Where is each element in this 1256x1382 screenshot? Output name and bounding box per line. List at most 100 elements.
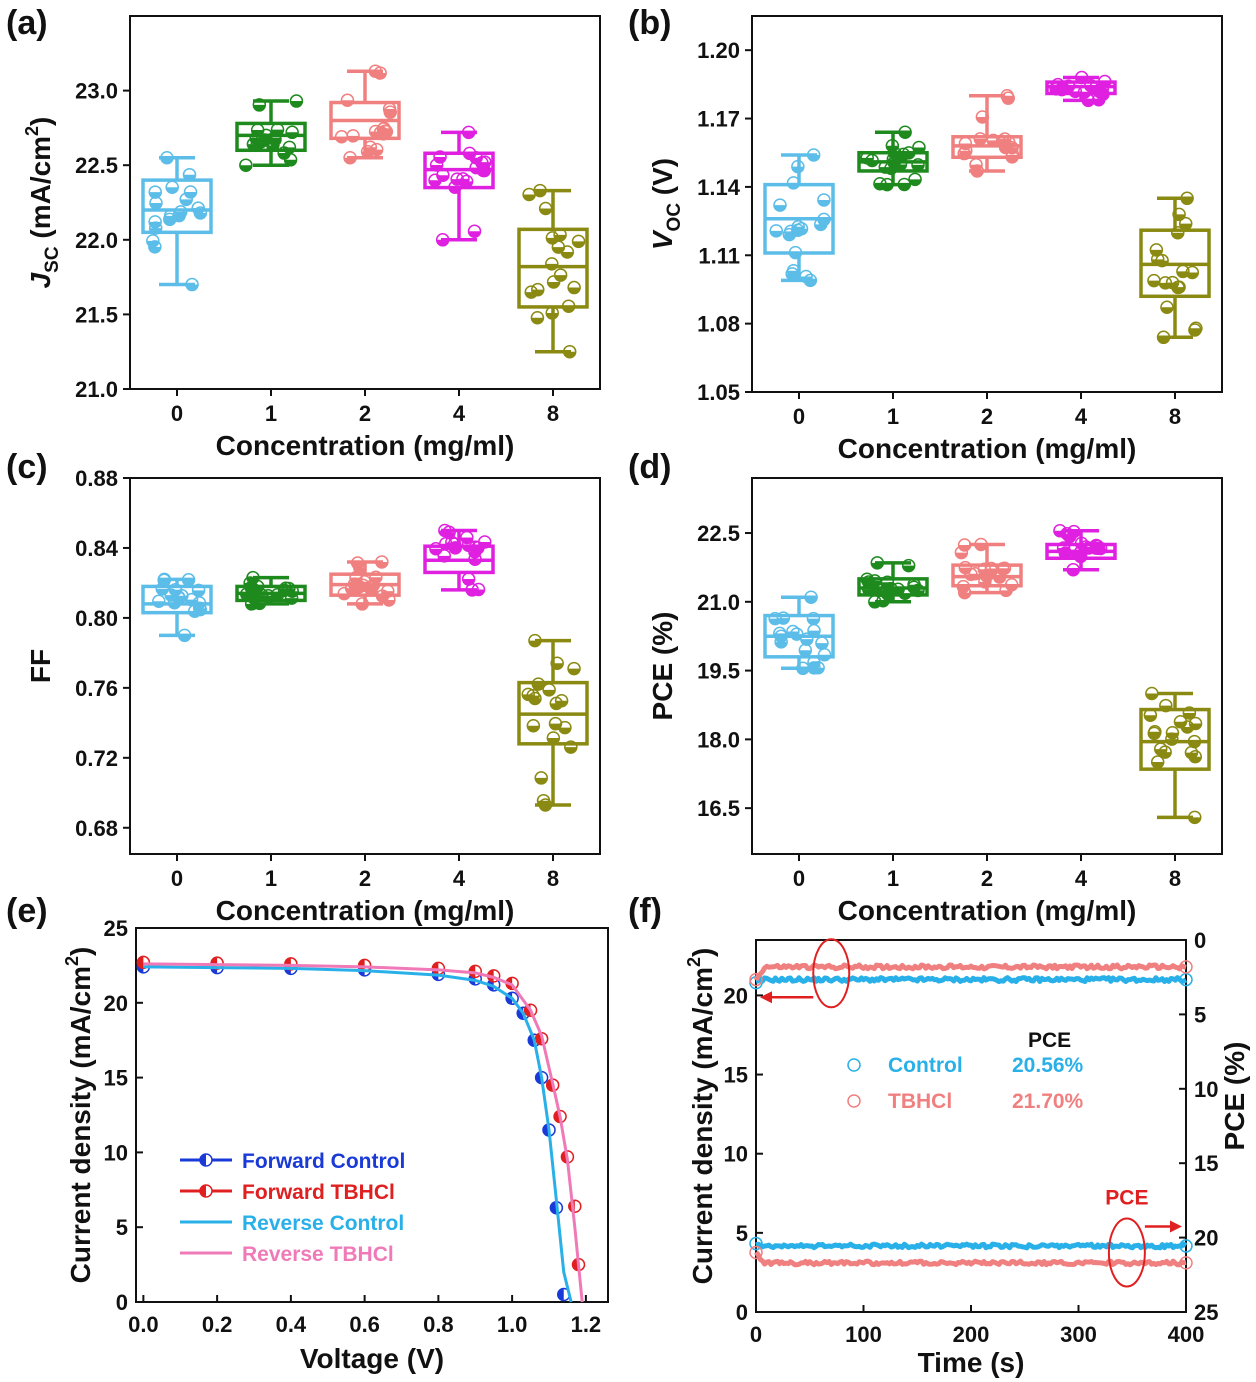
legend-marker — [847, 1094, 861, 1108]
data-point-fill — [1189, 328, 1202, 335]
data-point-fill — [180, 199, 193, 206]
data-point-fill — [166, 187, 179, 194]
data-point-fill — [871, 562, 884, 569]
pce-annotation: PCE — [1105, 1186, 1148, 1209]
data-point-fill — [174, 211, 187, 218]
data-point-fill — [271, 594, 284, 601]
x-tick-label: 1 — [265, 401, 277, 426]
data-point-fill — [1091, 546, 1104, 553]
y-tick-label: 1.17 — [697, 107, 740, 132]
data-point — [749, 972, 763, 987]
series-control-left — [749, 972, 1193, 990]
data-point-fill — [449, 547, 462, 554]
legend: Forward Control Forward TBHCl Reverse Cont… — [180, 1150, 405, 1266]
data-point-fill — [1002, 98, 1015, 105]
x-tick-label: 4 — [453, 401, 466, 426]
x-tick-label: 8 — [1169, 404, 1181, 429]
annotations: PCE — [760, 938, 1182, 1288]
y-tick-label: 1.05 — [697, 380, 740, 405]
data-point-fill — [283, 147, 296, 154]
data-point-fill — [998, 568, 1011, 575]
data-point-fill — [345, 588, 358, 595]
x-tick-label: 0 — [793, 404, 805, 429]
y-tick-label: 21.0 — [697, 590, 740, 615]
data-point-fill — [807, 667, 820, 674]
data-point-fill — [378, 131, 391, 138]
data-point-fill — [1179, 223, 1192, 230]
data-point-fill — [527, 695, 540, 702]
plot-frame — [129, 477, 601, 855]
y-tick-label: 1.20 — [697, 38, 740, 63]
data-point-fill — [1145, 693, 1158, 700]
data-point-fill — [534, 190, 547, 197]
data-point-fill — [964, 574, 977, 581]
data-point-fill — [149, 203, 162, 210]
data-point-fill — [908, 584, 921, 591]
box-8 — [1139, 191, 1211, 345]
box-iqr — [141, 178, 213, 235]
data-point-fill — [552, 247, 565, 254]
data-point-fill — [980, 576, 993, 583]
data-point-fill — [1151, 259, 1164, 266]
data-point-fill — [773, 205, 786, 212]
legend-value: 21.70% — [1012, 1090, 1084, 1113]
data-point-fill — [165, 595, 178, 602]
y-tick-label: 5 — [116, 1215, 128, 1240]
x-tick-label: 2 — [359, 401, 371, 426]
x-axis-label: Concentration (mg/ml) — [838, 433, 1137, 464]
y-tick-label: 1.08 — [697, 312, 740, 337]
x-tick-label: 1.0 — [497, 1312, 528, 1337]
data-point-fill — [786, 631, 799, 638]
data-point-fill — [1092, 99, 1105, 106]
legend-label: TBHCl — [888, 1090, 952, 1113]
x-axis-label: Concentration (mg/ml) — [838, 895, 1137, 926]
data-point-fill — [290, 101, 303, 108]
data-point-fill — [1075, 543, 1088, 550]
panel-label: (c) — [6, 448, 48, 486]
data-point-fill — [572, 241, 585, 248]
data-point-fill — [268, 137, 281, 144]
data-point-fill — [443, 532, 456, 539]
data-point-fill — [251, 130, 264, 137]
data-point — [749, 1245, 763, 1260]
data-point-fill — [146, 240, 159, 247]
data-point-fill — [958, 592, 971, 599]
data-point-fill — [436, 239, 449, 246]
data-point-fill — [817, 199, 830, 206]
box-1 — [235, 570, 307, 611]
y-tick-label: 18.0 — [697, 727, 740, 752]
data-point-fill — [818, 654, 831, 661]
box-0 — [141, 572, 213, 643]
data-point-fill — [562, 306, 575, 313]
legend: PCE Control 20.56% TBHCl 21.70% — [847, 1029, 1084, 1113]
data-point-fill — [247, 144, 260, 151]
data-point-fill — [164, 215, 177, 222]
panel-b: 1.05 1.08 1.11 1.14 1.17 1.20 0 1 2 4 8 Concentrati… — [628, 4, 1223, 464]
series-trace — [754, 1250, 1187, 1268]
x-tick-label: 0.2 — [202, 1312, 233, 1337]
panel-d: 16.5 18.0 19.5 21.0 22.5 0 1 2 4 8 Concentration (… — [628, 448, 1223, 926]
highlight-ellipse — [812, 938, 851, 1009]
series-trace — [753, 962, 1187, 982]
data-point-fill — [769, 618, 782, 625]
data-point-fill — [974, 138, 987, 145]
data-point-fill — [1185, 752, 1198, 759]
box-8 — [1139, 686, 1211, 825]
data-point-fill — [770, 230, 783, 237]
series-line — [143, 962, 584, 1303]
box-iqr — [141, 584, 213, 615]
x-tick-label: 2 — [359, 866, 371, 891]
data-point-fill — [546, 312, 559, 319]
data-point-fill — [178, 635, 191, 642]
data-point-fill — [791, 166, 804, 173]
data-point-fill — [1082, 100, 1095, 107]
data-point-fill — [564, 747, 577, 754]
data-point-fill — [1078, 92, 1091, 99]
data-point-fill — [253, 603, 266, 610]
series-trace — [755, 975, 1188, 984]
panel-label: (e) — [6, 892, 48, 930]
data-point-fill — [449, 187, 462, 194]
data-point-fill — [266, 145, 279, 152]
y-tick-label: 0.88 — [75, 466, 118, 491]
y-tick-label: 23.0 — [75, 79, 118, 104]
